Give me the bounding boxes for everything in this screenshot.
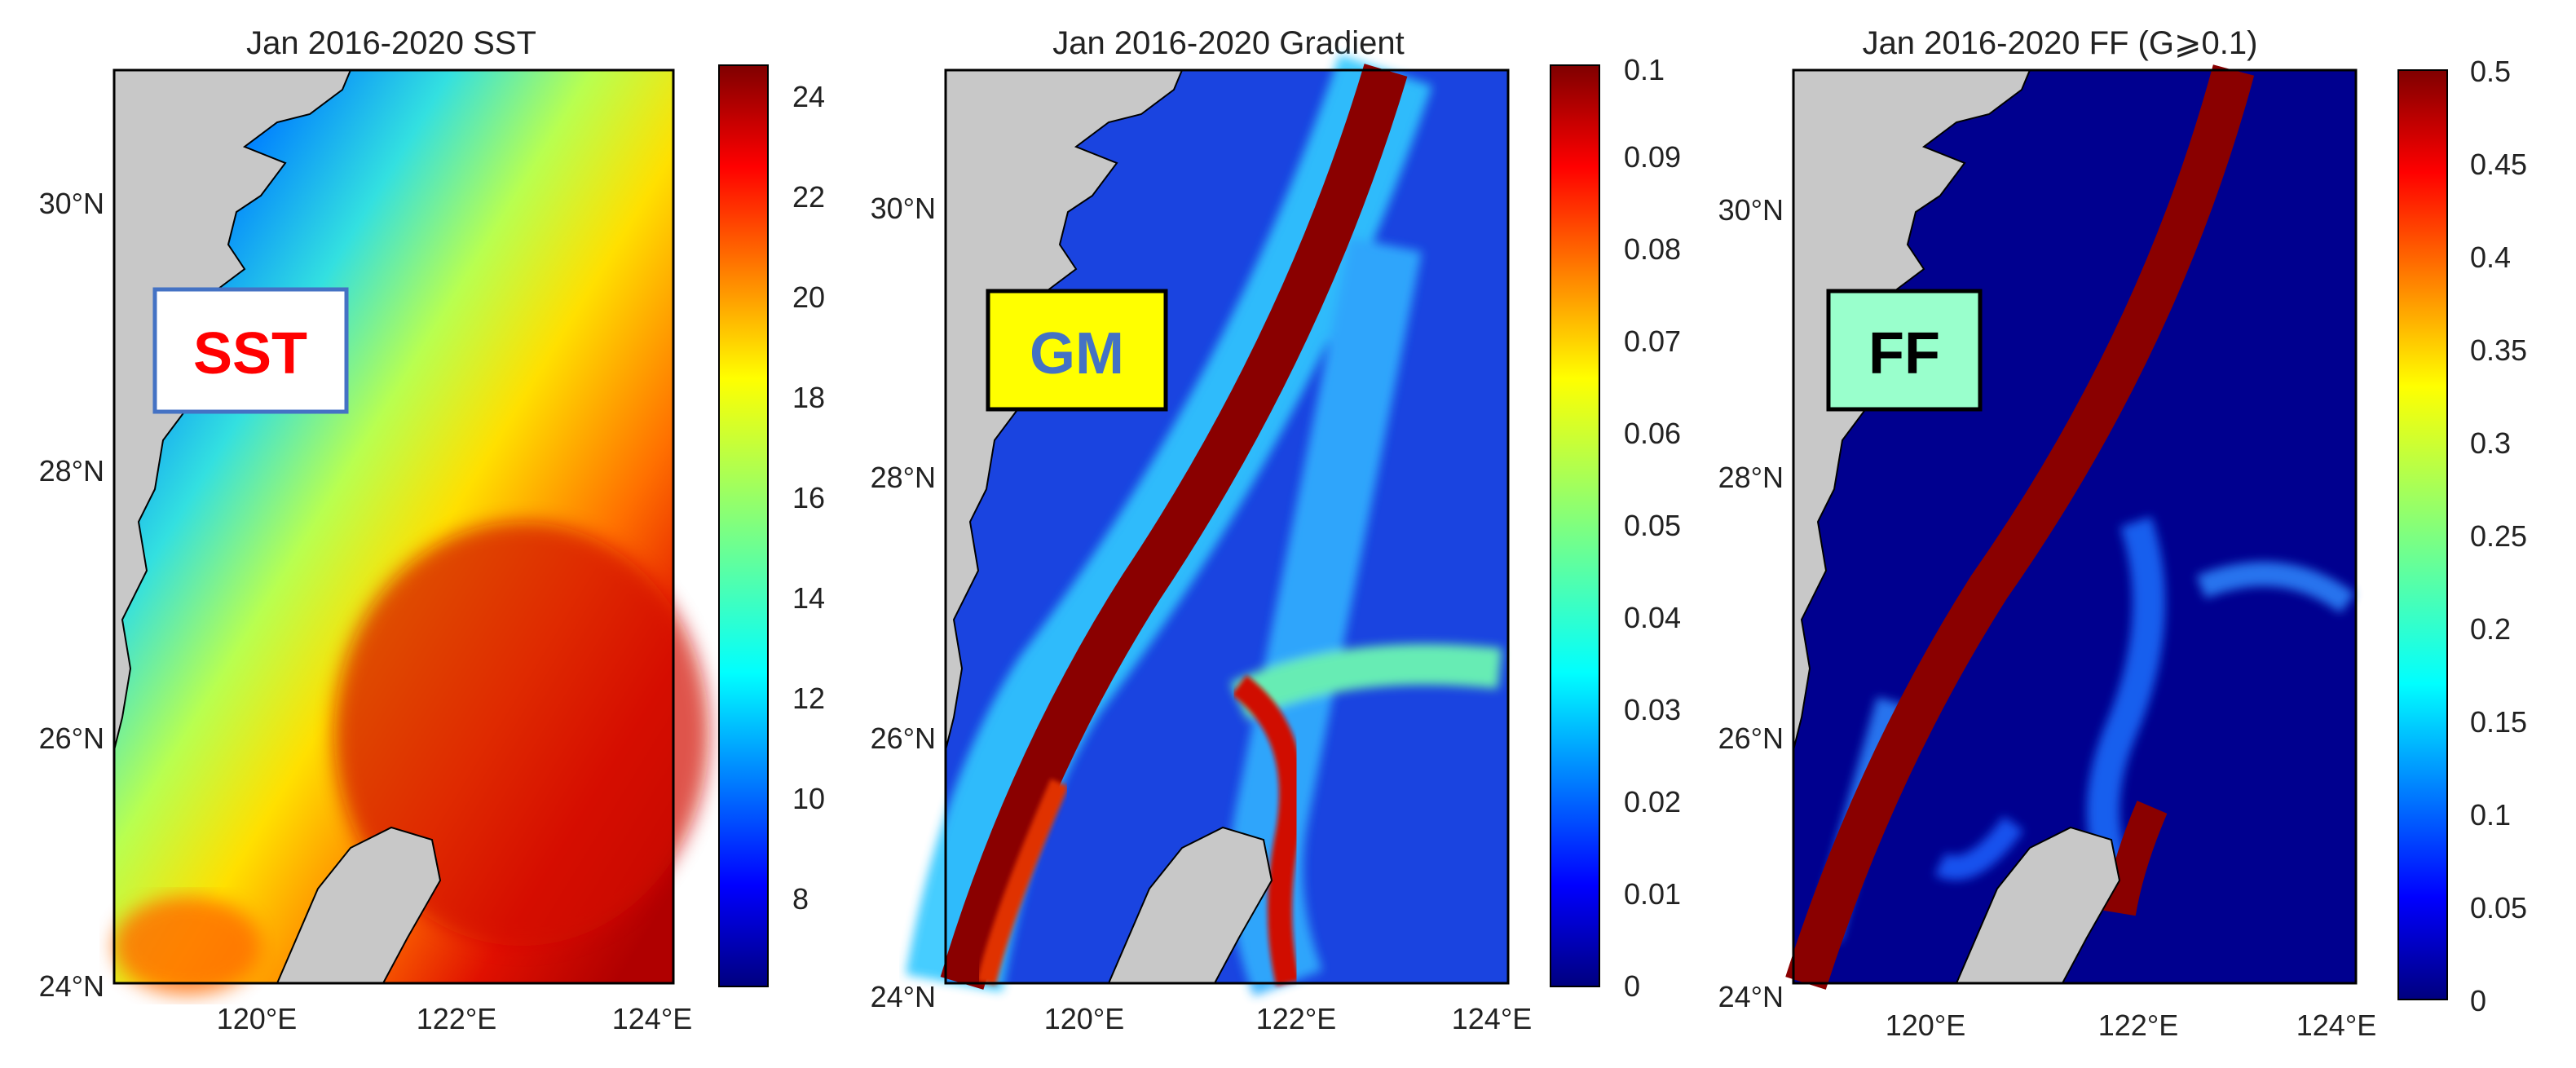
gradient-front-main (940, 64, 1408, 990)
land-taiwan (276, 826, 442, 984)
lat-label: 26°N (1718, 722, 1784, 755)
map-plot-ff (1785, 64, 2358, 990)
badge-label-ff: FF (1868, 321, 1940, 386)
badge-label-sst: SST (193, 321, 307, 386)
map-frame-gradient (944, 68, 1510, 985)
colorbar-tick: 18 (792, 381, 825, 414)
colorbar-tick: 0.4 (2470, 241, 2511, 274)
lat-label: 28°N (1718, 461, 1784, 494)
colorbar-tick: 0.05 (1624, 509, 1681, 542)
map-plot-sst (112, 68, 709, 995)
badge-gm: GM (986, 289, 1168, 412)
lon-label: 124°E (1452, 1002, 1532, 1035)
colorbar-tick: 20 (792, 280, 825, 314)
colorbar-tick: 0.15 (2470, 705, 2527, 739)
colorbar-sst (718, 64, 769, 987)
colorbar-tick: 8 (792, 882, 809, 916)
colorbar-tick: 0.02 (1624, 785, 1681, 819)
map-plot-gradient (905, 54, 1510, 996)
lat-labels-ff: 24°N 26°N 28°N 30°N (1718, 193, 1784, 1013)
colorbar-tick: 10 (792, 782, 825, 815)
lat-label: 24°N (39, 969, 104, 1003)
badge-sst: SST (152, 287, 349, 414)
lon-labels-gradient: 120°E 122°E 124°E (1044, 1002, 1532, 1035)
panel-sst: Jan 2016-2020 SST SST 8 10 12 14 16 18 2… (39, 25, 825, 1035)
colorbar-tick: 0.06 (1624, 417, 1681, 450)
colorbar-tick: 0.35 (2470, 333, 2527, 367)
lat-label: 26°N (871, 722, 936, 755)
map-frame-ff (1792, 68, 2358, 985)
colorbar-tick: 0 (2470, 984, 2486, 1017)
colorbar-tick: 12 (792, 682, 825, 715)
colorbar-tick: 0.07 (1624, 324, 1681, 358)
lat-labels-gradient: 24°N 26°N 28°N 30°N (871, 192, 936, 1013)
lat-labels-sst: 24°N 26°N 28°N 30°N (39, 187, 104, 1003)
lon-label: 122°E (1256, 1002, 1336, 1035)
lat-label: 24°N (1718, 980, 1784, 1013)
ff-front-taiwan (2103, 801, 2168, 916)
colorbar-ticks-ff: 0 0.05 0.1 0.15 0.2 0.25 0.3 0.35 0.4 0.… (2470, 55, 2527, 1017)
land-taiwan (1955, 826, 2121, 984)
map-frame-sst (112, 68, 675, 985)
lon-label: 120°E (1044, 1002, 1124, 1035)
colorbar-tick: 22 (792, 180, 825, 214)
colorbar-ticks-gradient: 0 0.01 0.02 0.03 0.04 0.05 0.06 0.07 0.0… (1624, 53, 1681, 1003)
lon-label: 122°E (2098, 1008, 2178, 1042)
colorbar-tick: 0.25 (2470, 519, 2527, 553)
lon-label: 120°E (217, 1002, 297, 1035)
colorbar-gradient (1550, 64, 1600, 987)
panel-ff: Jan 2016-2020 FF (G⩾0.1) FF 0 0.05 0.1 0… (1718, 25, 2528, 1042)
colorbar-tick: 0.45 (2470, 148, 2527, 181)
colorbar-tick: 0.08 (1624, 232, 1681, 266)
lon-label: 122°E (417, 1002, 496, 1035)
panel-title-ff: Jan 2016-2020 FF (G⩾0.1) (1863, 25, 2258, 61)
panel-title-gradient: Jan 2016-2020 Gradient (1052, 25, 1404, 61)
lon-labels-sst: 120°E 122°E 124°E (217, 1002, 692, 1035)
colorbar-tick: 0.3 (2470, 426, 2511, 460)
lon-label: 124°E (2296, 1008, 2376, 1042)
lon-labels-ff: 120°E 122°E 124°E (1886, 1008, 2376, 1042)
colorbar-tick: 0.05 (2470, 891, 2527, 925)
lat-label: 28°N (871, 461, 936, 494)
colorbar-tick: 16 (792, 481, 825, 514)
lon-label: 120°E (1886, 1008, 1965, 1042)
colorbar-tick: 0.1 (2470, 798, 2511, 832)
lat-label: 30°N (39, 187, 104, 220)
colorbar-tick: 0.04 (1624, 601, 1681, 634)
lat-label: 30°N (1718, 193, 1784, 227)
colorbar-tick: 0.1 (1624, 53, 1665, 86)
colorbar-tick: 0.03 (1624, 693, 1681, 726)
lon-label: 124°E (612, 1002, 692, 1035)
panel-title-sst: Jan 2016-2020 SST (246, 25, 536, 61)
lat-label: 28°N (39, 454, 104, 488)
badge-label-gm: GM (1030, 321, 1124, 386)
colorbar-tick: 0.09 (1624, 140, 1681, 174)
lat-label: 30°N (871, 192, 936, 225)
panel-gradient: Jan 2016-2020 Gradient GM 0 0.01 0.02 0.… (871, 25, 1682, 1035)
colorbar-tick: 0 (1624, 969, 1640, 1003)
lat-label: 26°N (39, 722, 104, 755)
colorbar-ticks-sst: 8 10 12 14 16 18 20 22 24 (792, 80, 825, 916)
colorbar-tick: 0.5 (2470, 55, 2511, 88)
colorbar-tick: 14 (792, 581, 825, 615)
ff-front-main (1785, 64, 2255, 990)
badge-ff: FF (1826, 289, 1983, 412)
lat-label: 24°N (871, 980, 936, 1013)
colorbar-ff (2397, 69, 2448, 1000)
colorbar-tick: 0.01 (1624, 877, 1681, 911)
colorbar-tick: 24 (792, 80, 825, 113)
colorbar-tick: 0.2 (2470, 612, 2511, 646)
land-taiwan (1107, 826, 1273, 984)
